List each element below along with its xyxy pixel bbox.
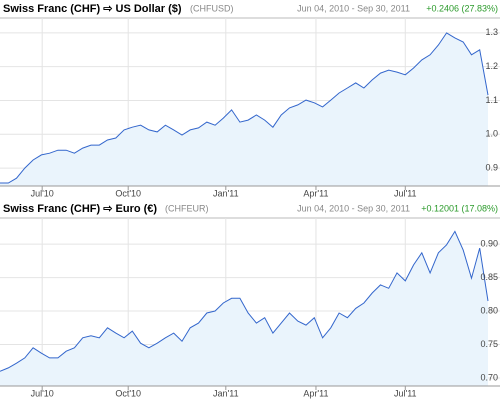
y-tick-label: 0.85	[480, 272, 498, 282]
x-tick-label: Jul'11	[394, 388, 417, 398]
line	[0, 32, 489, 184]
x-tick-label: Apr'11	[303, 388, 328, 398]
x-tick-label: Jul'10	[31, 188, 54, 198]
x-tick-label: Jul'11	[394, 188, 417, 198]
y-tick-label: 0.90	[480, 238, 498, 248]
x-tick-label: Jan'11	[213, 188, 239, 198]
x-tick-label: Apr'11	[303, 188, 328, 198]
x-tick-label: Oct'10	[115, 388, 141, 398]
x-tick-label: Jan'11	[213, 388, 239, 398]
y-tick-label: 1.3	[485, 27, 498, 37]
line	[0, 230, 489, 372]
area	[0, 32, 488, 187]
x-tick-label: Oct'10	[115, 188, 141, 198]
y-tick-label: 0.9	[485, 162, 498, 172]
y-tick-label: 1.2	[485, 61, 498, 71]
chart-title: Swiss Franc (CHF) ⇨ Euro (€)	[3, 203, 157, 215]
y-tick-label: 1.0	[485, 129, 498, 139]
chart-title: Swiss Franc (CHF) ⇨ US Dollar ($)	[3, 3, 182, 15]
area	[0, 231, 488, 386]
y-tick-label: 1.1	[485, 95, 498, 105]
y-tick-label: 0.80	[480, 305, 498, 315]
symbol: (CHFUSD)	[190, 3, 234, 13]
y-tick-label: 0.70	[480, 372, 498, 382]
date-range: Jun 04, 2010 - Sep 30, 2011	[297, 3, 410, 13]
change: +0.12001 (17.08%)	[421, 203, 498, 213]
symbol: (CHFEUR)	[165, 203, 209, 213]
date-range: Jun 04, 2010 - Sep 30, 2011	[297, 203, 410, 213]
x-tick-label: Jul'10	[31, 388, 54, 398]
y-tick-label: 0.75	[480, 339, 498, 349]
change: +0.2406 (27.83%)	[426, 3, 498, 13]
